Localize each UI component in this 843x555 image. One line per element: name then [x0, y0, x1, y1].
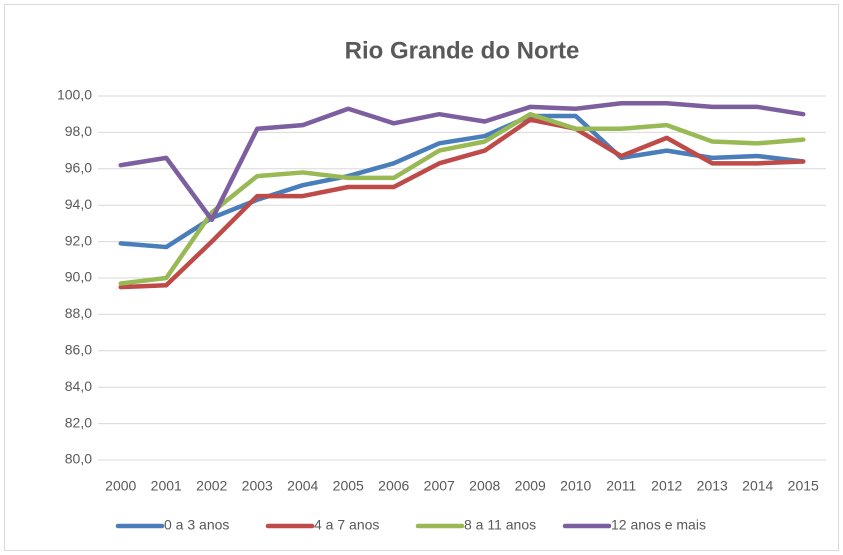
y-tick-label: 86,0	[65, 342, 92, 358]
x-tick-label: 2012	[651, 478, 682, 494]
line-series	[118, 101, 806, 223]
y-tick-label: 84,0	[65, 378, 92, 394]
legend-label: 0 a 3 anos	[164, 517, 229, 533]
y-tick-label: 100,0	[57, 87, 92, 103]
x-tick-label: 2002	[196, 478, 227, 494]
y-tick-label: 82,0	[65, 414, 92, 430]
line-series	[118, 111, 806, 286]
line-series	[118, 113, 806, 250]
chart-title: Rio Grande do Norte	[345, 37, 580, 64]
legend-label: 12 anos e mais	[611, 517, 706, 533]
x-tick-label: 2010	[560, 478, 591, 494]
x-tick-label: 2001	[151, 478, 182, 494]
y-tick-label: 88,0	[65, 305, 92, 321]
x-tick-label: 2007	[424, 478, 455, 494]
x-tick-label: 2003	[242, 478, 273, 494]
x-tick-label: 2004	[287, 478, 318, 494]
y-tick-label: 92,0	[65, 232, 92, 248]
y-tick-label: 94,0	[65, 196, 92, 212]
x-tick-label: 2013	[697, 478, 728, 494]
y-tick-label: 96,0	[65, 160, 92, 176]
x-tick-label: 2009	[515, 478, 546, 494]
x-tick-label: 2015	[788, 478, 819, 494]
y-tick-label: 90,0	[65, 269, 92, 285]
x-tick-label: 2005	[333, 478, 364, 494]
x-tick-label: 2000	[105, 478, 136, 494]
legend-label: 8 a 11 anos	[464, 517, 536, 533]
x-tick-label: 2011	[606, 478, 636, 494]
legend-label: 4 a 7 anos	[314, 517, 379, 533]
line-series	[118, 117, 806, 290]
y-tick-label: 98,0	[65, 123, 92, 139]
x-tick-label: 2014	[742, 478, 773, 494]
x-tick-label: 2006	[378, 478, 409, 494]
y-tick-label: 80,0	[65, 451, 92, 467]
x-tick-label: 2008	[469, 478, 500, 494]
